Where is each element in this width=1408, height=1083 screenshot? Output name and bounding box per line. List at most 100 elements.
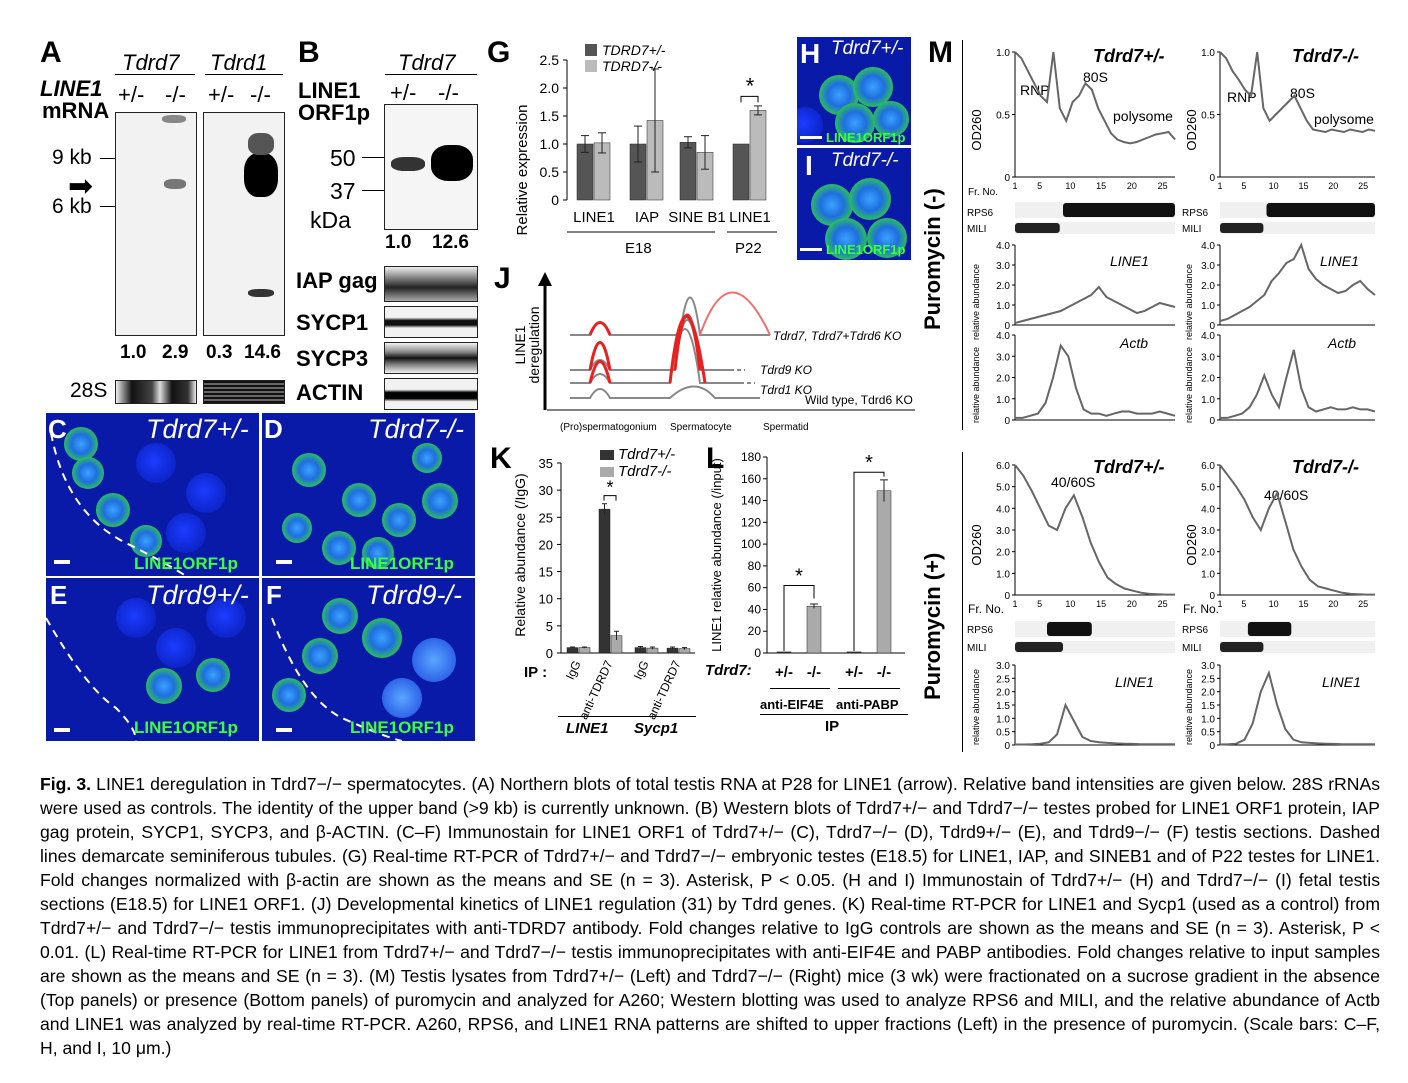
x-tick-label: IAP bbox=[635, 209, 659, 226]
y-tick-label: 0 bbox=[1209, 173, 1215, 184]
genotype-label: Tdrd7+/- bbox=[1093, 457, 1165, 477]
x-tick-label: 15 bbox=[1298, 181, 1308, 191]
mili-label: MILI bbox=[1182, 643, 1201, 654]
panel-a-gene-right: Tdrd1 bbox=[210, 50, 268, 75]
panel-b-blot-orf1p bbox=[384, 104, 478, 230]
caption-text: LINE1 deregulation in Tdrd7−/− spermatoc… bbox=[40, 774, 1380, 1058]
rps6-label: RPS6 bbox=[967, 208, 994, 219]
y-tick-label: 1.0 bbox=[996, 569, 1010, 580]
cell bbox=[156, 628, 196, 668]
cell bbox=[849, 178, 891, 220]
panel-b-row-label-2: ORF1p bbox=[298, 100, 371, 125]
panel-i-label: Tdrd7-/- bbox=[831, 150, 899, 171]
band bbox=[164, 179, 186, 189]
cell bbox=[412, 443, 442, 473]
y-tick-label: 1.0 bbox=[1201, 395, 1215, 406]
panel-a-row-label-2: mRNA bbox=[42, 98, 110, 123]
panel-a-geno-1: +/- bbox=[118, 82, 145, 107]
x-tick-label: 15 bbox=[1096, 181, 1106, 191]
bar bbox=[806, 605, 822, 654]
genotype-label: Tdrd7-/- bbox=[1292, 46, 1359, 66]
y-tick-label: 3.0 bbox=[996, 261, 1010, 272]
panel-b-mw-50: 50 bbox=[330, 145, 356, 171]
panel-b-geno-1: +/- bbox=[390, 80, 417, 105]
panel-c-letter: C bbox=[48, 414, 67, 444]
panel-g-chart: Relative expression 0 0.5 1.0 1.5 2.0 2.5 LINE… bbox=[514, 52, 777, 235]
rps6-band-bg bbox=[1015, 621, 1175, 637]
panel-b-blot-sycp3 bbox=[384, 342, 478, 374]
y-tick-label: 2.0 bbox=[1201, 281, 1215, 292]
y-tick-label: 0 bbox=[1004, 741, 1010, 752]
bar bbox=[598, 508, 611, 654]
actb-curve bbox=[1015, 343, 1176, 419]
y-tick-label: 3.0 bbox=[1201, 661, 1215, 672]
y-tick-label: 0.5 bbox=[540, 164, 560, 180]
od-label: OD260 bbox=[969, 109, 984, 150]
panel-c-label: Tdrd7+/- bbox=[146, 414, 249, 444]
cell bbox=[382, 678, 422, 718]
x-tick-label: 1 bbox=[1012, 599, 1017, 609]
panel-f-letter: F bbox=[266, 580, 282, 610]
panel-a-marker-9kb: 9 kb bbox=[52, 146, 92, 169]
actb-label: Actb bbox=[1119, 335, 1148, 351]
mili-label: MILI bbox=[967, 224, 986, 235]
actb-curve bbox=[1220, 349, 1376, 419]
x-tick-label: 5 bbox=[1037, 599, 1042, 609]
panel-a-marker-6kb: 6 kb bbox=[52, 195, 92, 218]
panel-e-stain: LINE1ORF1p bbox=[134, 718, 238, 737]
panel-m-letter: M bbox=[928, 36, 953, 69]
panel-i-stain: LINE1ORF1p bbox=[826, 242, 906, 257]
panel-a-geno-2: -/- bbox=[165, 82, 186, 107]
y-tick-label: 4.0 bbox=[1201, 504, 1215, 515]
panel-m-bottom-right: OD260 Tdrd7-/- 40/60S Fr. No. RPS6 MILI … bbox=[1182, 457, 1375, 752]
od-label: OD260 bbox=[1184, 109, 1199, 150]
polysome-label: polysome bbox=[1314, 111, 1374, 127]
y-tick-label: 6.0 bbox=[1201, 461, 1215, 472]
sig-asterisk: * bbox=[865, 452, 873, 474]
cell bbox=[382, 503, 416, 537]
y-tick-label: 25 bbox=[539, 510, 553, 525]
4060s-label: 40/60S bbox=[1051, 474, 1095, 490]
panel-m-top-right: OD260 Tdrd7-/- RNP 80S polysome RPS6 MIL… bbox=[1182, 46, 1376, 427]
x-tick-label: +/- bbox=[845, 664, 863, 681]
fr-label: Fr. No. bbox=[1183, 602, 1219, 616]
panel-k-legend: Tdrd7+/- Tdrd7-/- bbox=[600, 446, 675, 480]
x-tick-label: 1 bbox=[1217, 181, 1222, 191]
cell bbox=[116, 598, 156, 638]
y-tick-label: 3.0 bbox=[1201, 526, 1215, 537]
panel-j-stage-1: (Pro)spermatogonium bbox=[560, 422, 657, 433]
x-tick-label: 5 bbox=[1241, 599, 1246, 609]
panel-b-mw-37: 37 bbox=[330, 178, 356, 204]
panel-b-intensity-2: 12.6 bbox=[432, 232, 469, 253]
y-tick-label: 100 bbox=[741, 537, 761, 551]
od-label: OD260 bbox=[969, 524, 984, 565]
panel-m-divider-bottom bbox=[962, 452, 963, 752]
panel-a-row-label-1: LINE1 bbox=[40, 76, 103, 101]
panel-j-curve-wt bbox=[570, 385, 760, 399]
tick bbox=[100, 206, 115, 207]
panel-m-cond-minus: Puromycin (-) bbox=[920, 188, 945, 330]
cell bbox=[146, 668, 182, 704]
y-tick-label: 3.0 bbox=[996, 526, 1010, 537]
line1-curve bbox=[1219, 242, 1376, 322]
panel-a-28s-blot-2 bbox=[203, 380, 285, 404]
cell bbox=[282, 513, 312, 543]
y-tick-label: 4.0 bbox=[996, 241, 1010, 252]
panel-j-label-wt: Wild type, Tdrd6 KO bbox=[805, 393, 913, 407]
y-tick-label: 35 bbox=[539, 456, 553, 471]
bar bbox=[846, 651, 862, 654]
y-tick-label: 0 bbox=[1209, 741, 1215, 752]
cell bbox=[186, 473, 226, 513]
panel-g-group-p22: P22 bbox=[735, 240, 762, 257]
cell bbox=[362, 537, 394, 569]
y-tick-label: 20 bbox=[748, 624, 762, 638]
legend-swatch-het bbox=[585, 44, 597, 56]
cell bbox=[362, 618, 402, 658]
legend-swatch-het bbox=[600, 449, 614, 460]
panel-c-stain: LINE1ORF1p bbox=[134, 554, 238, 573]
rps6-label: RPS6 bbox=[967, 625, 994, 636]
panel-j-curve-tdrd1 bbox=[570, 328, 740, 384]
sig-asterisk: * bbox=[606, 478, 613, 498]
scale-bar bbox=[800, 136, 822, 139]
panel-j-ylabel-2: deregulation bbox=[526, 306, 542, 383]
